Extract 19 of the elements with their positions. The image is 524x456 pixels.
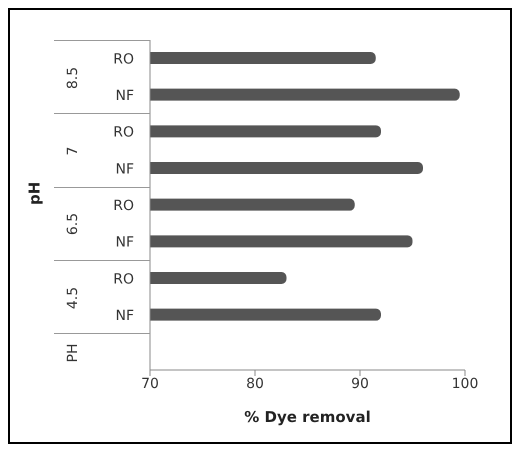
x-tick-label: 70 xyxy=(141,376,159,392)
y-tick-label: RO xyxy=(113,124,134,141)
y-tick-label: NF xyxy=(115,234,134,251)
y-tick-label: RO xyxy=(113,51,134,68)
x-axis-title: % Dye removal xyxy=(244,408,371,426)
text: PH xyxy=(65,342,81,364)
x-tick-label: 90 xyxy=(351,376,369,392)
y-tick-label: NF xyxy=(115,88,134,104)
text: 6.5 xyxy=(65,212,81,238)
x-tick-label: 100 xyxy=(452,376,478,392)
text: 8.5 xyxy=(65,66,81,91)
y-tick-label: RO xyxy=(113,271,134,288)
y-tick-label: NF xyxy=(115,308,134,324)
x-tick-label: 80 xyxy=(246,376,264,392)
y-axis-title: pH xyxy=(25,182,44,205)
text: 7 xyxy=(65,146,81,158)
y-tick-label: NF xyxy=(115,161,134,178)
text: 4.5 xyxy=(65,286,81,311)
y-tick-label: RO xyxy=(113,198,134,214)
